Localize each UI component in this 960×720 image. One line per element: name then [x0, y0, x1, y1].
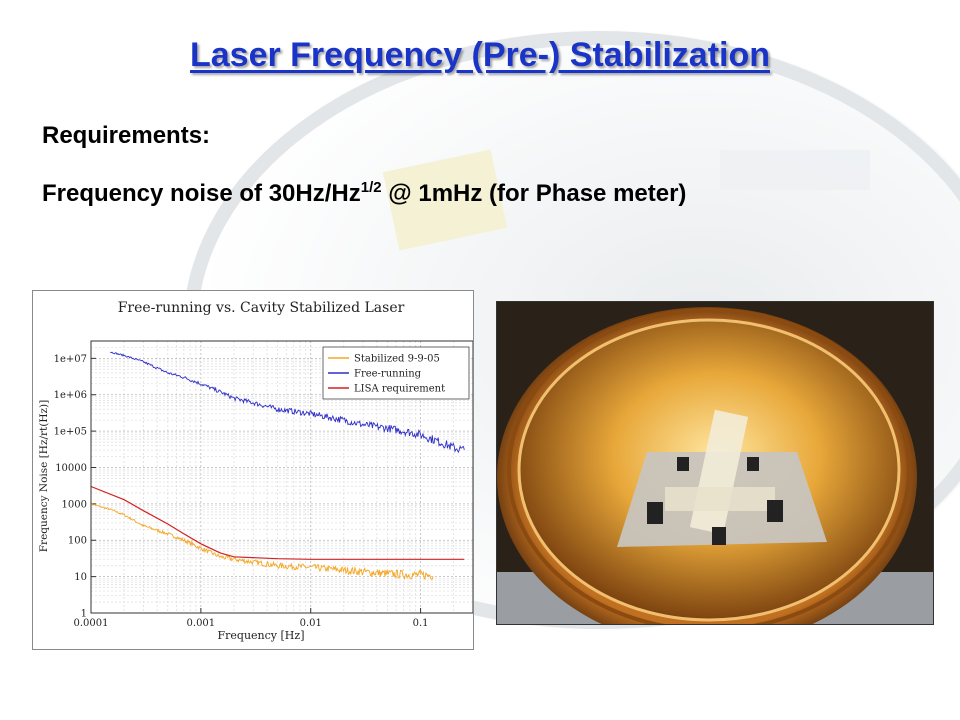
- requirement-exponent: 1/2: [360, 179, 382, 196]
- noise-chart-svg: Free-running vs. Cavity Stabilized Laser…: [38, 300, 473, 642]
- requirement-suffix: @ 1mHz (for Phase meter): [381, 180, 687, 207]
- vacuum-chamber-illustration: [497, 302, 933, 624]
- chamber-inner-ring: [517, 318, 901, 622]
- x-tick-label: 0.001: [187, 618, 216, 629]
- cavity-photo: [496, 301, 934, 625]
- y-tick-label: 100: [68, 536, 87, 547]
- requirement-prefix: Frequency noise of 30Hz/Hz: [42, 180, 361, 207]
- mount: [647, 502, 663, 524]
- slide-title: Laser Frequency (Pre-) Stabilization: [189, 36, 771, 74]
- y-tick-label: 1000: [62, 499, 87, 510]
- chamber-inner-ring: [507, 308, 911, 624]
- y-tick-label: 1e+06: [54, 390, 87, 401]
- mount: [747, 457, 759, 471]
- spacecraft-panel: [382, 149, 508, 251]
- y-tick-label: 1e+07: [54, 354, 87, 365]
- y-tick-label: 1e+05: [54, 427, 87, 438]
- x-tick-label: 0.1: [413, 618, 429, 629]
- x-axis-label: Frequency [Hz]: [218, 629, 305, 642]
- legend-entry: LISA requirement: [354, 384, 445, 395]
- chart-legend: Stabilized 9-9-05 Free-running LISA requir…: [322, 346, 470, 400]
- x-tick-label: 0.01: [300, 618, 322, 629]
- series-line-1: [110, 351, 465, 454]
- plot-frame: [90, 340, 473, 614]
- x-tick-label: 0.0001: [74, 618, 109, 629]
- requirements-heading: Requirements:: [42, 122, 211, 149]
- y-tick-label: 10000: [55, 463, 87, 474]
- chart-title: Free-running vs. Cavity Stabilized Laser: [118, 300, 405, 316]
- y-tick-label: 10: [74, 572, 87, 583]
- legend-entry: Free-running: [354, 369, 422, 380]
- mount: [677, 457, 689, 471]
- y-tick-label: 1: [81, 609, 87, 620]
- mount: [712, 527, 726, 545]
- series-line-2: [90, 485, 465, 560]
- noise-chart: Free-running vs. Cavity Stabilized Laser…: [32, 290, 474, 650]
- mount: [767, 500, 783, 522]
- y-axis-label: Frequency Noise [Hz/rt(Hz)]: [38, 400, 50, 552]
- spacecraft-panel: [720, 150, 870, 190]
- series-line-0: [90, 502, 434, 581]
- legend-entry: Stabilized 9-9-05: [354, 354, 440, 365]
- frequency-requirement: Frequency noise of 30Hz/Hz1/2 @ 1mHz (fo…: [42, 180, 686, 208]
- reference-cavity-crossbar: [665, 487, 775, 511]
